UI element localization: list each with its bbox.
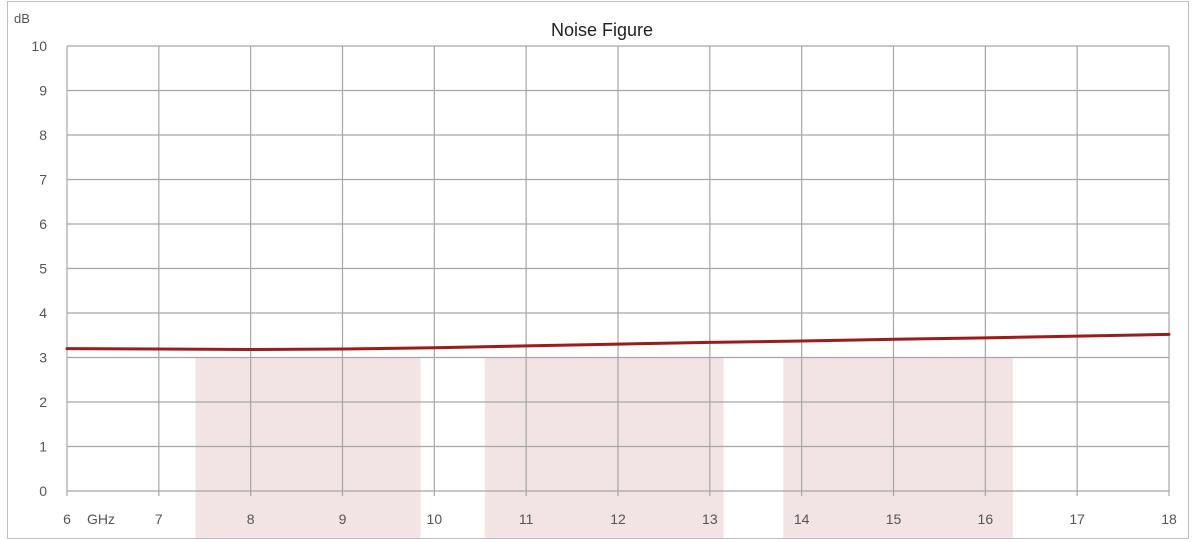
shaded-band-3 <box>783 357 1013 538</box>
y-tick-label-3: 3 <box>39 350 47 366</box>
y-tick-label-8: 8 <box>39 127 47 143</box>
x-tick-label-9: 9 <box>339 511 347 527</box>
shaded-band-2 <box>484 357 724 538</box>
shaded-bands <box>195 357 1013 538</box>
y-tick-label-7: 7 <box>39 172 47 188</box>
y-tick-label-4: 4 <box>39 305 47 321</box>
y-tick-label-10: 10 <box>31 38 47 54</box>
x-tick-label-8: 8 <box>247 511 255 527</box>
x-tick-label-6: 6 <box>63 511 71 527</box>
y-tick-label-1: 1 <box>39 439 47 455</box>
y-axis-unit-label: dB <box>14 11 30 26</box>
y-tick-label-0: 0 <box>39 483 47 499</box>
x-axis-unit-label: GHz <box>87 511 115 527</box>
x-tick-label-18: 18 <box>1161 511 1177 527</box>
x-tick-label-15: 15 <box>886 511 902 527</box>
x-tick-label-7: 7 <box>155 511 163 527</box>
x-tick-label-11: 11 <box>519 511 534 527</box>
x-tick-label-14: 14 <box>794 511 810 527</box>
grid <box>66 45 1170 496</box>
x-tick-label-12: 12 <box>610 511 626 527</box>
x-tick-label-10: 10 <box>427 511 443 527</box>
x-tick-label-16: 16 <box>978 511 994 527</box>
series-line-1 <box>65 332 1171 351</box>
x-tick-label-13: 13 <box>702 511 718 527</box>
y-tick-label-6: 6 <box>39 216 47 232</box>
shaded-band-1 <box>195 357 421 538</box>
y-tick-label-9: 9 <box>39 83 47 99</box>
y-tick-label-2: 2 <box>39 394 47 410</box>
x-tick-label-17: 17 <box>1069 511 1085 527</box>
series-layer <box>65 332 1171 351</box>
chart-title: Noise Figure <box>551 20 653 40</box>
y-tick-label-5: 5 <box>39 261 47 277</box>
